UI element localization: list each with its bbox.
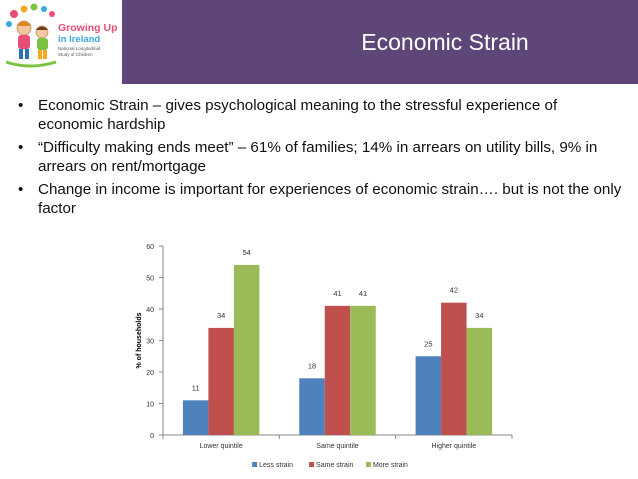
bar bbox=[350, 305, 376, 435]
bullet-item: Economic Strain – gives psychological me… bbox=[12, 96, 622, 134]
x-tick-label: Lower quintile bbox=[200, 443, 243, 450]
data-label: 42 bbox=[450, 286, 458, 295]
bullet-item: “Difficulty making ends meet” – 61% of f… bbox=[12, 138, 622, 176]
legend-swatch bbox=[365, 462, 371, 467]
bar bbox=[324, 305, 351, 435]
bar bbox=[182, 400, 209, 435]
logo-tagline2: Study of Children bbox=[58, 52, 93, 57]
bar bbox=[233, 264, 260, 435]
data-label: 18 bbox=[308, 361, 316, 370]
y-tick-label: 20 bbox=[146, 370, 154, 377]
y-tick-label: 60 bbox=[146, 244, 154, 251]
legend-label: Less strain bbox=[259, 462, 293, 469]
x-tick-label: Higher quintile bbox=[431, 443, 476, 450]
bar bbox=[441, 302, 467, 435]
bar bbox=[299, 378, 325, 435]
x-tick-label: Same quintile bbox=[316, 443, 359, 450]
legend-swatch bbox=[252, 462, 258, 467]
bar bbox=[466, 327, 493, 435]
logo: Growing Up in Ireland National Longitudi… bbox=[0, 0, 122, 84]
data-label: 25 bbox=[424, 339, 432, 348]
data-label: 34 bbox=[217, 311, 225, 320]
slide-title: Economic Strain bbox=[361, 28, 529, 55]
legend-label: Same strain bbox=[316, 462, 353, 469]
logo-line1: Growing Up bbox=[58, 22, 118, 34]
growing-up-in-ireland-logo-icon: Growing Up in Ireland National Longitudi… bbox=[5, 3, 118, 68]
bar bbox=[208, 327, 234, 435]
y-tick-label: 50 bbox=[146, 276, 154, 283]
legend-label: More strain bbox=[373, 462, 408, 469]
data-label: 41 bbox=[359, 289, 367, 298]
y-tick-label: 0 bbox=[150, 433, 154, 440]
bullet-item: Change in income is important for experi… bbox=[12, 180, 622, 218]
logo-tagline1: National Longitudinal bbox=[58, 46, 100, 51]
data-label: 41 bbox=[333, 289, 341, 298]
data-label: 54 bbox=[242, 248, 250, 257]
bar bbox=[415, 356, 442, 435]
data-label: 34 bbox=[475, 311, 483, 320]
logo-line2: in Ireland bbox=[58, 34, 100, 45]
y-tick-label: 30 bbox=[146, 339, 154, 346]
y-tick-label: 10 bbox=[146, 402, 154, 409]
bullet-list: Economic Strain – gives psychological me… bbox=[12, 96, 622, 222]
data-label: 11 bbox=[192, 383, 200, 392]
y-axis-label: % of households bbox=[136, 312, 143, 368]
legend-swatch bbox=[309, 462, 315, 467]
y-tick-label: 40 bbox=[146, 307, 154, 314]
